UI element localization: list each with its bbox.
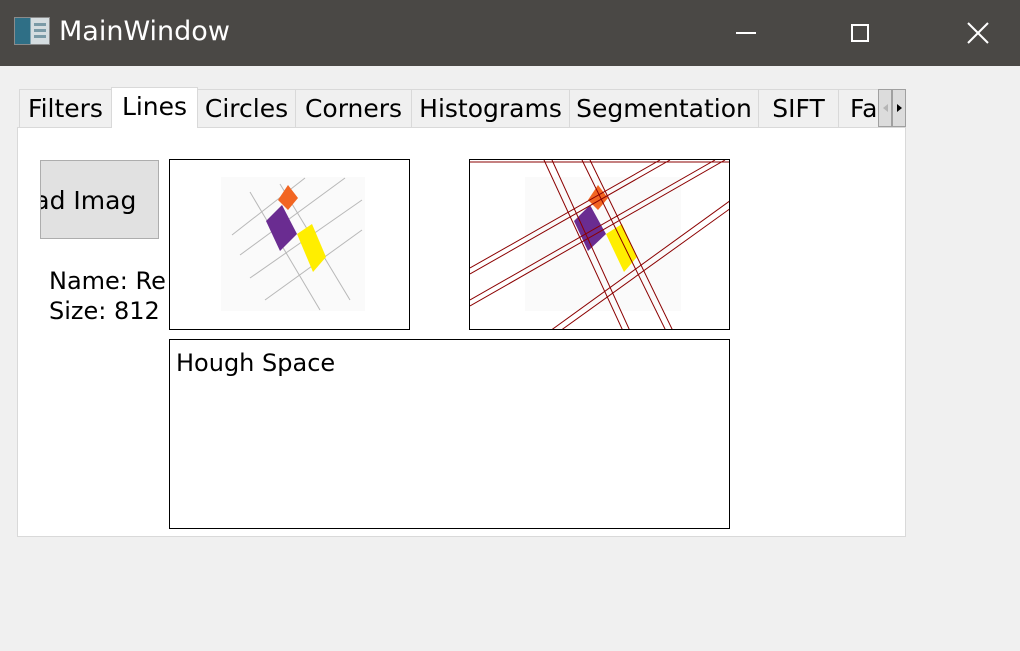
minimize-button[interactable] (718, 0, 774, 66)
original-image-view (169, 159, 410, 330)
maximize-icon (851, 24, 869, 42)
detected-lines-view (469, 159, 730, 330)
maximize-button[interactable] (832, 0, 888, 66)
close-icon (967, 22, 989, 44)
minimize-icon (736, 32, 756, 34)
original-image (221, 177, 365, 311)
image-name-label: Name: Re (49, 267, 166, 295)
tab-filters[interactable]: Filters (19, 89, 112, 127)
tab-scroll-right-button[interactable] (892, 89, 906, 127)
close-button[interactable] (950, 0, 1006, 66)
detected-lines-image (470, 160, 729, 329)
tab-lines[interactable]: Lines (111, 87, 198, 128)
window-title: MainWindow (59, 16, 230, 47)
chevron-left-icon (882, 104, 888, 112)
hough-space-view: Hough Space (169, 339, 730, 529)
image-size-label: Size: 812 : (49, 297, 176, 325)
chevron-right-icon (896, 104, 902, 112)
tab-bar: Filters Lines Circles Corners Histograms… (19, 87, 907, 128)
tab-scroll-left-button[interactable] (878, 89, 892, 127)
tab-sift[interactable]: SIFT (758, 89, 839, 127)
tab-corners[interactable]: Corners (295, 89, 412, 127)
app-window-icon (14, 17, 50, 45)
load-image-button[interactable]: oad Imag (40, 160, 159, 239)
load-image-label: oad Imag (41, 186, 137, 215)
tab-segmentation[interactable]: Segmentation (569, 89, 759, 127)
tab-circles[interactable]: Circles (197, 89, 296, 127)
title-bar: MainWindow (0, 0, 1020, 66)
hough-space-label: Hough Space (176, 349, 336, 377)
tab-histograms[interactable]: Histograms (411, 89, 570, 127)
